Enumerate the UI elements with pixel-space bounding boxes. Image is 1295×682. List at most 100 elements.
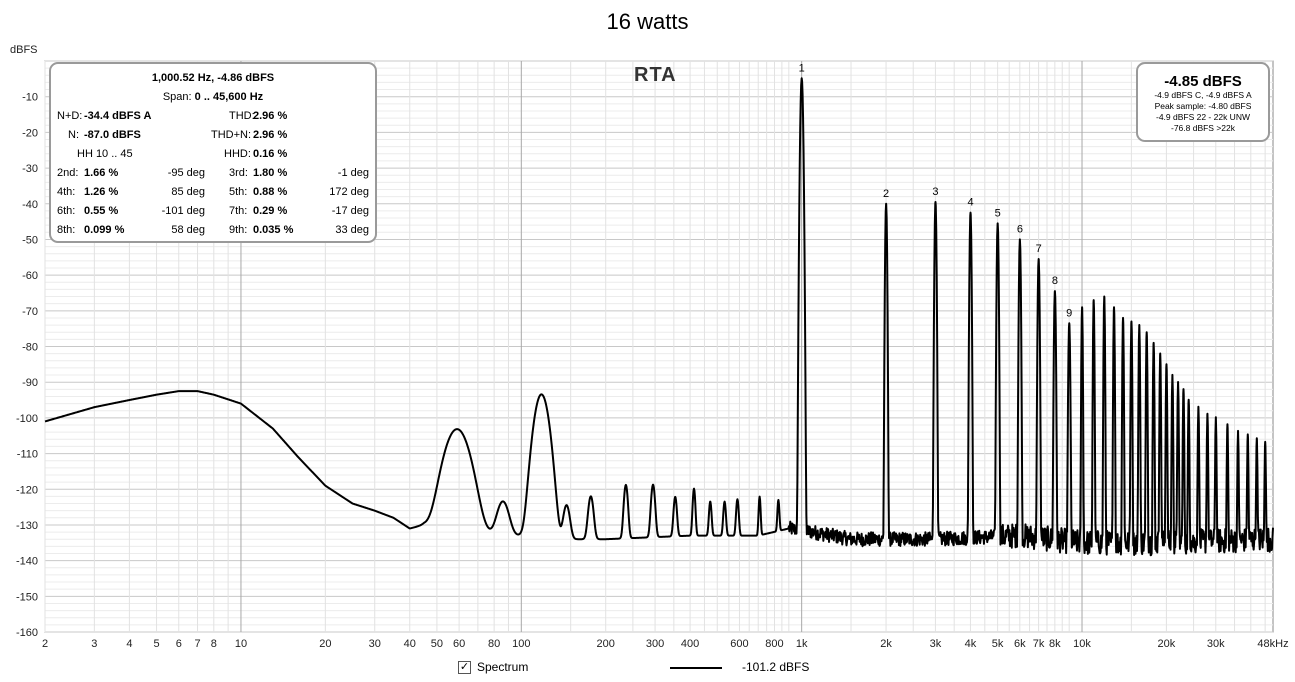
x-tick-label: 2 (42, 638, 48, 650)
y-tick-label: -120 (16, 484, 38, 496)
harmonic-cell-l2: 5th: (229, 186, 248, 198)
x-tick-label: 20k (1158, 638, 1176, 650)
y-tick-label: -110 (17, 449, 38, 461)
legend: ✓ Spectrum -101.2 dBFS (0, 660, 1295, 678)
x-tick-label: 3k (930, 638, 942, 650)
harmonic-cell-l1: 6th: (57, 205, 76, 217)
harmonic-labels: 1 2 3 4 5 6 7 8 9 (799, 62, 1073, 319)
x-tick-label: 20 (319, 638, 331, 650)
level-line-3: -4.9 dBFS 22 - 22k UNW (1155, 112, 1250, 122)
harmonic-cell-d1: -101 deg (161, 205, 205, 217)
y-tick-label: -50 (22, 234, 38, 246)
distortion-stats-panel[interactable]: 1,000.52 Hz, -4.86 dBFS Span: 0 .. 45,60… (49, 62, 377, 243)
harmonic-cell-l1: 8th: (57, 224, 76, 236)
x-tick-label: 5 (154, 638, 160, 650)
harmonic-cell-l2: 9th: (229, 224, 248, 236)
harmonic-cell-l1: 2nd: (57, 167, 79, 179)
level-main-readout: -4.85 dBFS (1164, 73, 1242, 90)
peak-readout: 1,000.52 Hz, -4.86 dBFS (151, 72, 275, 84)
y-tick-label: -60 (22, 270, 38, 282)
x-tick-label: 800 (765, 638, 783, 650)
harmonic-row: 8th: 0.099 % 58 deg 9th: 0.035 % 33 deg (51, 221, 375, 240)
y-tick-label: -20 (22, 127, 38, 139)
x-tick-label: 6k (1014, 638, 1026, 650)
y-tick-label: -160 (16, 627, 38, 639)
harmonic-label: 1 (799, 62, 805, 74)
y-tick-label: -30 (22, 163, 38, 175)
harmonic-row: 6th: 0.55 % -101 deg 7th: 0.29 % -17 deg (51, 202, 375, 221)
harmonic-label: 3 (932, 186, 938, 198)
harmonic-row: 4th: 1.26 % 85 deg 5th: 0.88 % 172 deg (51, 183, 375, 202)
harmonic-cell-v2: 0.88 % (253, 186, 288, 198)
x-tick-label: 200 (597, 638, 615, 650)
harmonic-cell-v2: 0.29 % (253, 205, 288, 217)
y-tick-label: -40 (22, 199, 38, 211)
stats-row-n: N: -87.0 dBFS THD+N: 2.96 % (68, 129, 288, 141)
legend-line-swatch (670, 667, 722, 669)
x-tick-label: 5k (992, 638, 1004, 650)
harmonic-cell-d1: 85 deg (171, 186, 205, 198)
x-tick-label: 600 (730, 638, 748, 650)
spectrum-trace (44, 77, 1274, 557)
harmonic-cell-l2: 3rd: (229, 167, 248, 179)
x-tick-label: 8 (211, 638, 217, 650)
y-axis-label: dBFS (10, 44, 38, 56)
y-tick-label: -140 (16, 556, 38, 568)
axis-ticks: 2 3 4 5 6 7 8 10 20 30 40 50 60 80 100 200 300 400 600 800 1… (16, 92, 1289, 650)
harmonic-cell-v1: 1.66 % (84, 167, 119, 179)
x-tick-label: 10k (1073, 638, 1091, 650)
level-meter-panel[interactable]: -4.85 dBFS -4.9 dBFS C, -4.9 dBFS A Peak… (1136, 62, 1270, 142)
harmonic-label: 9 (1066, 307, 1072, 319)
x-tick-label: 6 (176, 638, 182, 650)
harmonic-row: 2nd: 1.66 % -95 deg 3rd: 1.80 % -1 deg (51, 164, 375, 183)
rta-label: RTA (634, 64, 677, 86)
harmonic-rows: 2nd: 1.66 % -95 deg 3rd: 1.80 % -1 deg 4th: 1.2… (51, 164, 375, 240)
chart-title: 16 watts (606, 9, 689, 34)
x-tick-label: 40 (404, 638, 416, 650)
stats-row-hh: HH 10 .. 45 HHD: 0.16 % (77, 148, 288, 160)
x-tick-label: 2k (880, 638, 892, 650)
harmonic-label: 6 (1017, 223, 1023, 235)
x-tick-label: 1k (796, 638, 808, 650)
x-tick-label: 400 (681, 638, 699, 650)
x-tick-label: 80 (488, 638, 500, 650)
x-tick-label: 10 (235, 638, 247, 650)
spectrum-checkbox-label[interactable]: Spectrum (477, 660, 529, 674)
x-tick-label: 4k (965, 638, 977, 650)
x-tick-label: 30k (1207, 638, 1225, 650)
x-tick-label: 7k (1033, 638, 1045, 650)
y-tick-label: -70 (22, 306, 38, 318)
harmonic-label: 4 (967, 197, 973, 209)
x-tick-label: 300 (646, 638, 664, 650)
harmonic-cell-l1: 4th: (57, 186, 76, 198)
harmonic-cell-l2: 7th: (229, 205, 248, 217)
harmonic-cell-v1: 1.26 % (84, 186, 119, 198)
x-tick-label: 50 (431, 638, 443, 650)
x-tick-label: 3 (91, 638, 97, 650)
harmonic-cell-v1: 0.55 % (84, 205, 119, 217)
harmonic-cell-v2: 0.035 % (253, 224, 294, 236)
y-tick-label: -80 (22, 342, 38, 354)
level-line-4: -76.8 dBFS >22k (1170, 123, 1236, 133)
x-tick-label: 100 (512, 638, 530, 650)
harmonic-label: 2 (883, 188, 889, 200)
y-tick-label: -150 (16, 591, 38, 603)
x-tick-label: 30 (369, 638, 381, 650)
harmonic-cell-d2: 172 deg (329, 186, 369, 198)
harmonic-cell-d2: -1 deg (337, 167, 369, 179)
y-tick-label: -90 (22, 377, 38, 389)
spectrum-checkbox[interactable]: ✓ (458, 661, 471, 674)
level-line-1: -4.9 dBFS C, -4.9 dBFS A (1154, 90, 1252, 100)
harmonic-label: 8 (1052, 275, 1058, 287)
x-tick-label: 48kHz (1257, 638, 1288, 650)
y-tick-label: -130 (16, 520, 38, 532)
harmonic-cell-v2: 1.80 % (253, 167, 288, 179)
x-tick-label: 8k (1049, 638, 1061, 650)
span-readout: Span: 0 .. 45,600 Hz (162, 91, 264, 103)
x-tick-label: 60 (453, 638, 465, 650)
legend-level-value: -101.2 dBFS (742, 660, 810, 674)
x-tick-label: 7 (194, 638, 200, 650)
harmonic-cell-v1: 0.099 % (84, 224, 125, 236)
y-tick-label: -10 (22, 92, 38, 104)
harmonic-cell-d1: 58 deg (171, 224, 205, 236)
